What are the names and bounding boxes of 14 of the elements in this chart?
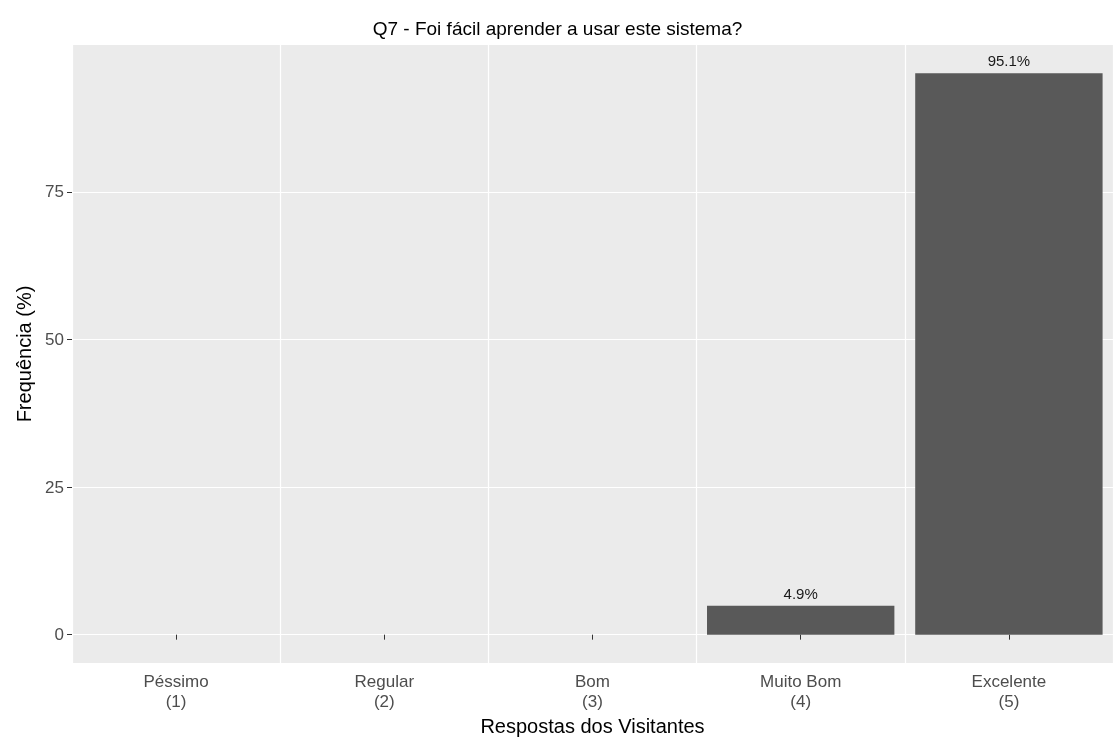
y-axis-title: Frequência (%) (13, 285, 36, 423)
y-tick-label: 25 (45, 477, 64, 497)
x-tick-label: Péssimo (1) (143, 671, 209, 711)
y-tick-label: 0 (54, 625, 64, 645)
data-label: 95.1% (987, 52, 1031, 70)
x-tick-label: Muito Bom (4) (760, 671, 842, 711)
chart-title: Q7 - Foi fácil aprender a usar este sistema? (372, 18, 743, 39)
x-tick-label: Bom (3) (575, 671, 610, 711)
data-label: 4.9% (783, 584, 818, 602)
y-tick-label: 50 (45, 330, 64, 350)
x-axis-title: Respostas dos Visitantes (480, 714, 705, 737)
x-tick-label: Regular (2) (354, 671, 415, 711)
y-tick-label: 75 (45, 182, 64, 202)
x-tick-label: Excelente (5) (971, 671, 1047, 711)
